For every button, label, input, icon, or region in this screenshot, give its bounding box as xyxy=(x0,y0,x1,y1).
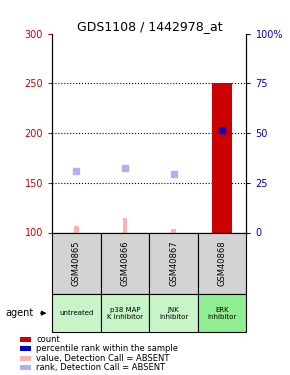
Text: untreated: untreated xyxy=(59,310,94,316)
Bar xyxy=(198,294,246,332)
Text: p38 MAP
K inhibitor: p38 MAP K inhibitor xyxy=(107,307,143,320)
Point xyxy=(74,168,79,174)
Bar xyxy=(20,365,31,370)
Text: ERK
inhibitor: ERK inhibitor xyxy=(208,307,237,320)
Point xyxy=(220,127,224,133)
Bar xyxy=(171,228,176,232)
Text: agent: agent xyxy=(6,308,34,318)
Bar xyxy=(149,232,198,294)
Point xyxy=(123,165,127,171)
Point xyxy=(171,171,176,177)
Text: GSM40865: GSM40865 xyxy=(72,241,81,286)
Bar xyxy=(20,356,31,361)
Text: GSM40868: GSM40868 xyxy=(218,241,227,286)
Text: GSM40867: GSM40867 xyxy=(169,241,178,286)
Bar xyxy=(101,294,149,332)
Text: GSM40866: GSM40866 xyxy=(121,241,130,286)
Bar xyxy=(123,217,128,232)
Bar xyxy=(198,232,246,294)
Bar xyxy=(213,84,232,232)
Text: JNK
inhibitor: JNK inhibitor xyxy=(159,307,188,320)
Bar xyxy=(20,337,31,342)
Bar xyxy=(101,232,149,294)
Text: rank, Detection Call = ABSENT: rank, Detection Call = ABSENT xyxy=(36,363,165,372)
Bar xyxy=(20,346,31,351)
Bar xyxy=(74,225,79,232)
Bar xyxy=(52,232,101,294)
Text: value, Detection Call = ABSENT: value, Detection Call = ABSENT xyxy=(36,354,170,363)
Text: count: count xyxy=(36,335,60,344)
Title: GDS1108 / 1442978_at: GDS1108 / 1442978_at xyxy=(77,20,222,33)
Bar xyxy=(52,294,101,332)
Bar xyxy=(149,294,198,332)
Text: percentile rank within the sample: percentile rank within the sample xyxy=(36,344,178,353)
